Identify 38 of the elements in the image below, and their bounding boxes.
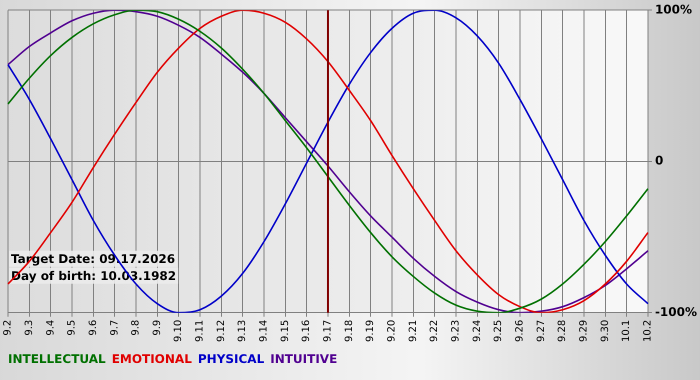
- x-tick-label: 9.27: [536, 320, 547, 342]
- x-tick-label: 9.23: [450, 320, 462, 342]
- x-tick-label: 9.17: [322, 320, 334, 342]
- x-tick-label: 9.12: [216, 320, 227, 342]
- y-tick-label: 100%: [654, 2, 692, 16]
- x-tick-label: 9.19: [365, 320, 376, 342]
- x-tick-label: 9.5: [66, 320, 78, 336]
- x-tick-label: 9.22: [429, 320, 440, 342]
- text: INTELLECTUAL: [8, 352, 106, 366]
- y-tick-label: 0: [654, 154, 664, 168]
- x-tick-label: 9.25: [493, 320, 504, 342]
- x-tick-label: 10.2: [642, 320, 654, 342]
- x-tick-label: 9.9: [152, 320, 163, 336]
- x-tick-label: 9.7: [109, 320, 120, 336]
- x-tick-label: 9.21: [408, 320, 419, 342]
- text: INTUITIVE: [270, 352, 338, 366]
- x-tick-label: 10.1: [621, 320, 632, 342]
- x-tick-label: 9.18: [344, 320, 355, 342]
- y-tick-label: -100%: [654, 304, 698, 319]
- x-tick-label: 9.2: [2, 320, 14, 336]
- x-tick-label: 9.3: [24, 320, 35, 336]
- x-tick-label: 9.24: [472, 320, 483, 342]
- text: PHYSICAL: [198, 352, 264, 366]
- x-tick-label: 9.13: [237, 320, 248, 342]
- x-tick-label: 9.14: [258, 320, 270, 342]
- text: EMOTIONAL: [112, 352, 192, 366]
- x-tick-label: 9.4: [45, 320, 56, 336]
- x-tick-label: 9.6: [88, 320, 99, 336]
- x-tick-label: 9.15: [280, 320, 291, 342]
- x-tick-label: 9.28: [557, 320, 568, 342]
- x-tick-label: 9.16: [301, 320, 312, 342]
- x-tick-label: 9.26: [514, 320, 526, 342]
- x-tick-label: 9.20: [386, 320, 398, 342]
- x-tick-label: 9.8: [130, 320, 142, 336]
- x-tick-label: 9.10: [173, 320, 184, 342]
- x-tick-label: 9.11: [194, 320, 206, 342]
- x-tick-label: 9.29: [578, 320, 590, 342]
- x-tick-label: 9.30: [600, 320, 611, 342]
